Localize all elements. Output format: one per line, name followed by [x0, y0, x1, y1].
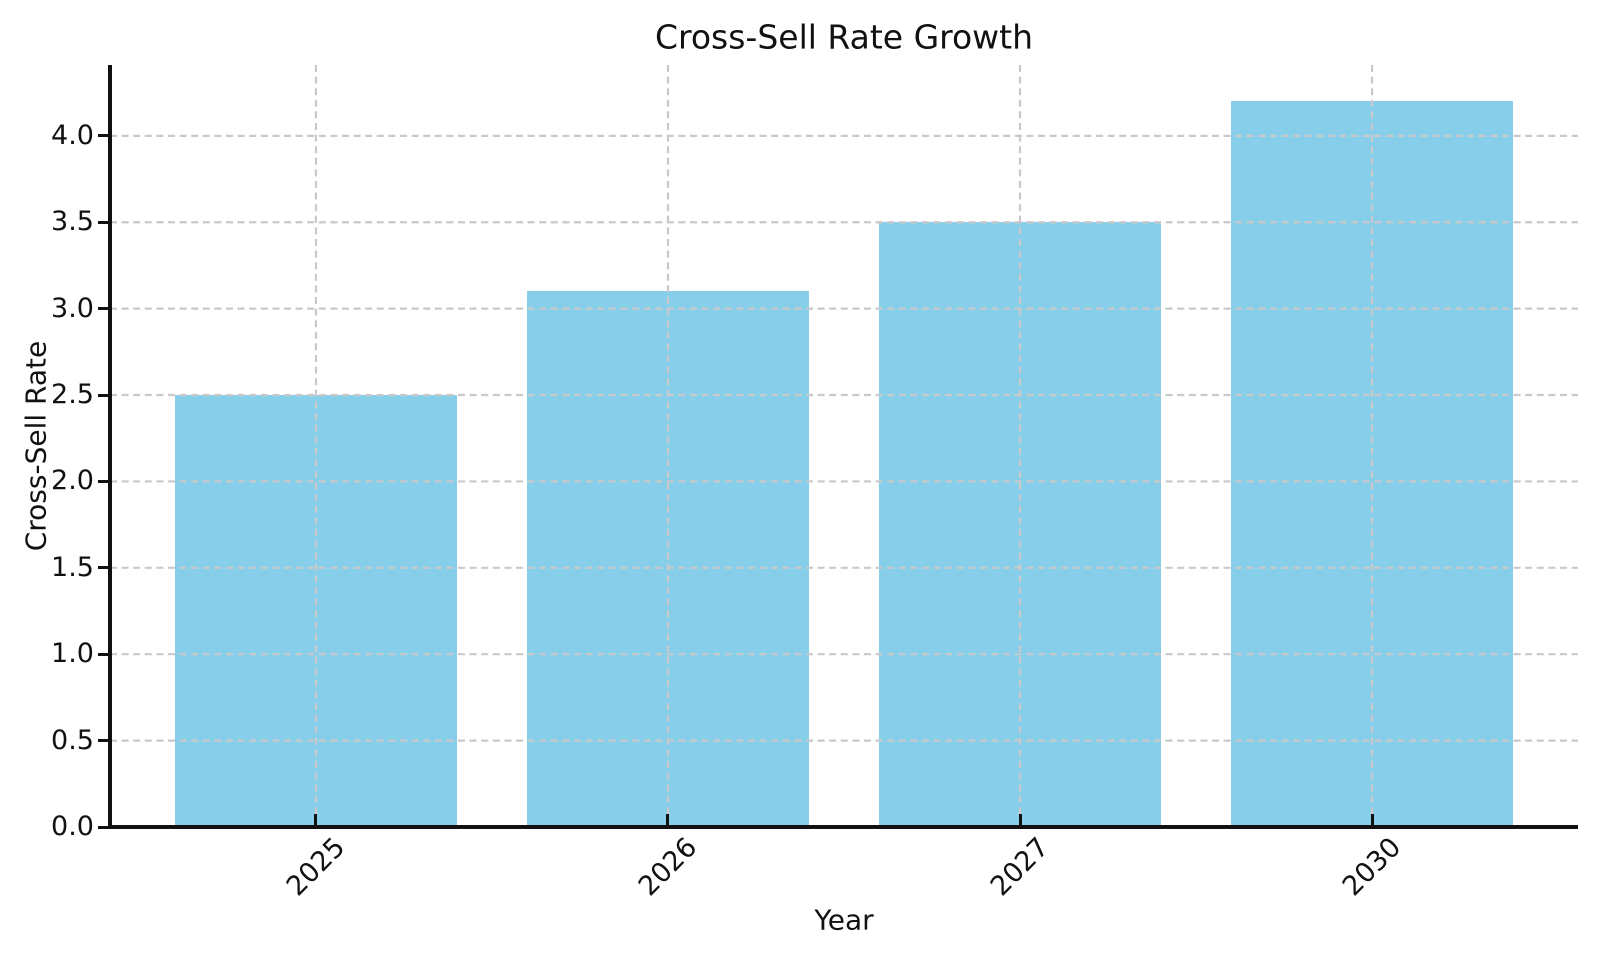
y-axis-label: Cross-Sell Rate [19, 340, 53, 552]
x-axis-label: Year [814, 903, 874, 937]
x-tick-label: 2030 [1336, 831, 1408, 903]
chart-title: Cross-Sell Rate Growth [654, 17, 1034, 57]
y-tick-label: 1.5 [51, 551, 94, 583]
x-tick-label: 2026 [632, 831, 704, 903]
y-tick-label: 4.0 [51, 119, 94, 151]
y-tick-mark [98, 393, 108, 397]
y-tick-mark [98, 479, 108, 483]
y-tick-label: 0.0 [51, 811, 94, 842]
y-tick-label: 2.5 [51, 379, 94, 411]
y-tick-mark [98, 739, 108, 743]
y-tick-mark [98, 220, 108, 224]
bar-2027 [879, 222, 1161, 827]
y-tick-label: 3.5 [51, 206, 94, 238]
bar-2026 [527, 291, 809, 827]
x-tick-label: 2025 [280, 831, 352, 903]
y-tick-label: 0.5 [51, 724, 94, 756]
y-tick-mark [98, 134, 108, 138]
y-axis-spine [108, 65, 112, 829]
plot-area: 0.0 0.5 1.0 1.5 2.0 2.5 3.0 3.5 4.0 2025 2026 2027 2… [51, 65, 1578, 902]
y-tick-label: 2.0 [51, 465, 94, 497]
y-tick-mark [98, 307, 108, 311]
y-tick-mark [98, 566, 108, 570]
x-axis-spine [108, 825, 1578, 829]
bar-2025 [175, 395, 457, 827]
y-tick-label: 3.0 [51, 292, 94, 324]
bar-2030 [1231, 101, 1513, 827]
x-tick-label: 2027 [984, 831, 1056, 903]
y-tick-mark [98, 652, 108, 656]
y-tick-label: 1.0 [51, 638, 94, 670]
y-tick-mark [98, 825, 108, 829]
